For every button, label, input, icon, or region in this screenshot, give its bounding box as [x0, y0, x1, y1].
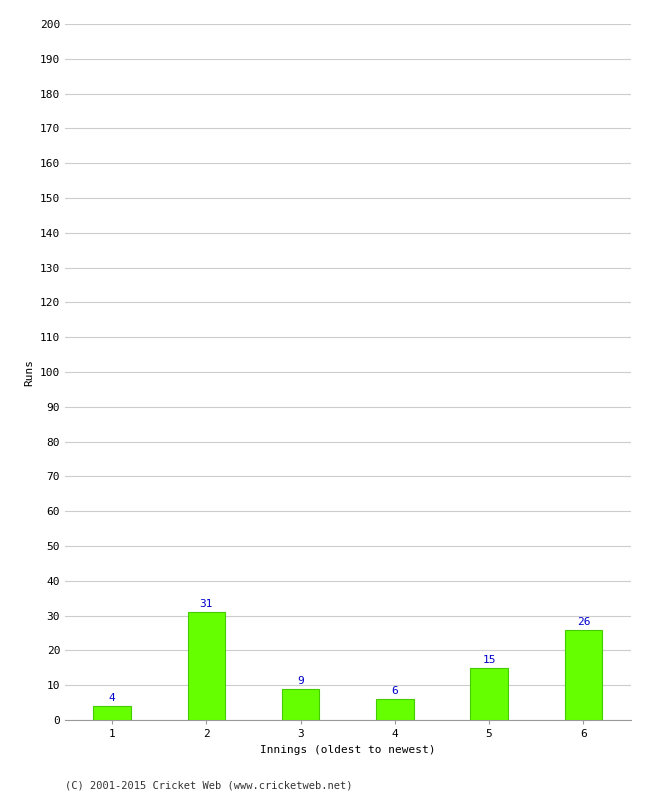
Y-axis label: Runs: Runs: [24, 358, 34, 386]
Bar: [376, 699, 413, 720]
Bar: [281, 689, 319, 720]
Bar: [470, 668, 508, 720]
Bar: [188, 612, 226, 720]
Text: 9: 9: [297, 676, 304, 686]
Text: (C) 2001-2015 Cricket Web (www.cricketweb.net): (C) 2001-2015 Cricket Web (www.cricketwe…: [65, 781, 352, 790]
X-axis label: Innings (oldest to newest): Innings (oldest to newest): [260, 745, 436, 754]
Text: 4: 4: [109, 694, 116, 703]
Text: 26: 26: [577, 617, 590, 626]
Text: 6: 6: [391, 686, 398, 696]
Bar: [94, 706, 131, 720]
Text: 15: 15: [482, 655, 496, 665]
Bar: [564, 630, 602, 720]
Text: 31: 31: [200, 599, 213, 610]
